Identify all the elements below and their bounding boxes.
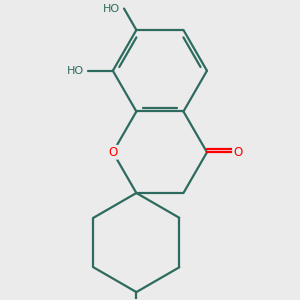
Text: O: O [233,146,242,159]
Text: O: O [108,146,118,159]
Text: HO: HO [67,66,84,76]
Text: HO: HO [103,4,120,14]
